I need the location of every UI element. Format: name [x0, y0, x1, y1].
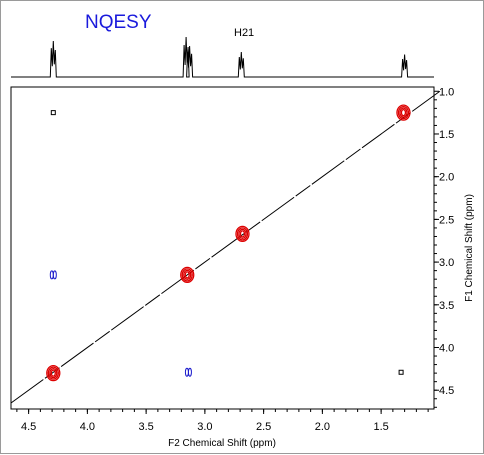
diagonal-peak-contour	[49, 367, 58, 379]
y-axis-title: F1 Chemical Shift (ppm)	[464, 194, 475, 302]
x-tick-label: 3.5	[138, 421, 153, 433]
cross-peak-contour	[187, 367, 192, 377]
diagonal-peak-contour	[399, 107, 408, 118]
y-tick-label: 2.5	[439, 214, 454, 226]
diagonal-peak-contour	[236, 227, 249, 241]
diagonal-peak-contour	[239, 230, 246, 238]
cross-peak-contour	[52, 270, 57, 280]
diagonal-peak-contour	[184, 271, 190, 279]
diagonal-peak	[46, 364, 61, 382]
diagonal-peak-contour	[50, 369, 56, 377]
y-tick-label: 1.5	[439, 129, 454, 141]
y-tick-label: 3.0	[439, 257, 454, 269]
plot-area-frame	[10, 86, 435, 410]
y-tick-label: 4.0	[439, 343, 454, 355]
cross-peak	[50, 110, 56, 116]
y-tick-label: 2.0	[439, 172, 454, 184]
x-tick-label: 2.0	[315, 421, 330, 433]
diagonal-peak-contour	[396, 104, 411, 121]
cross-peak-contour	[398, 369, 404, 375]
diagonal-peak-contour	[235, 225, 250, 243]
y-tick-label: 4.5	[439, 385, 454, 397]
spectrum-trace	[11, 36, 434, 78]
y-tick-label: 1.0	[439, 86, 454, 98]
peak-label-h21: H21	[234, 27, 254, 39]
cross-peak	[398, 369, 404, 375]
chart-title: NQESY	[85, 12, 152, 33]
x-axis: 4.5 4.0 3.5 3.0 2.5 2.0 1.5	[16, 409, 429, 433]
x-tick-label: 1.5	[373, 421, 388, 433]
diagonal-peak-contour	[180, 266, 195, 284]
diagonal-group	[10, 90, 441, 404]
diagonal-peak	[396, 104, 411, 121]
diagonal-peak-contour	[400, 108, 407, 117]
cross-peak	[49, 270, 57, 280]
x-tick-label: 3.0	[197, 421, 212, 433]
x-tick-label: 4.5	[21, 421, 36, 433]
diagonal-peak	[180, 266, 195, 284]
cross-peak	[184, 367, 192, 377]
x-axis-title: F2 Chemical Shift (ppm)	[168, 438, 276, 449]
y-axis: 1.0 1.5 2.0 2.5 3.0 3.5 4.0 4.5	[434, 86, 454, 408]
x-tick-label: 4.0	[80, 421, 95, 433]
x-tick-label: 2.5	[256, 421, 271, 433]
diagonal-peak-contour	[47, 366, 59, 380]
peaks-group	[46, 104, 411, 382]
1d-spectrum	[11, 36, 434, 78]
diagonal-peak	[235, 225, 250, 243]
diagonal-peak-contour	[181, 268, 193, 282]
diagonal-peak-contour	[397, 105, 410, 120]
diagonal-peak-contour	[238, 228, 247, 240]
diagonal-peak-contour	[183, 269, 192, 281]
cross-peak-contour	[50, 110, 56, 116]
y-tick-label: 3.5	[439, 300, 454, 312]
diagonal-line	[10, 90, 441, 404]
diagonal-peak-contour	[46, 364, 61, 382]
